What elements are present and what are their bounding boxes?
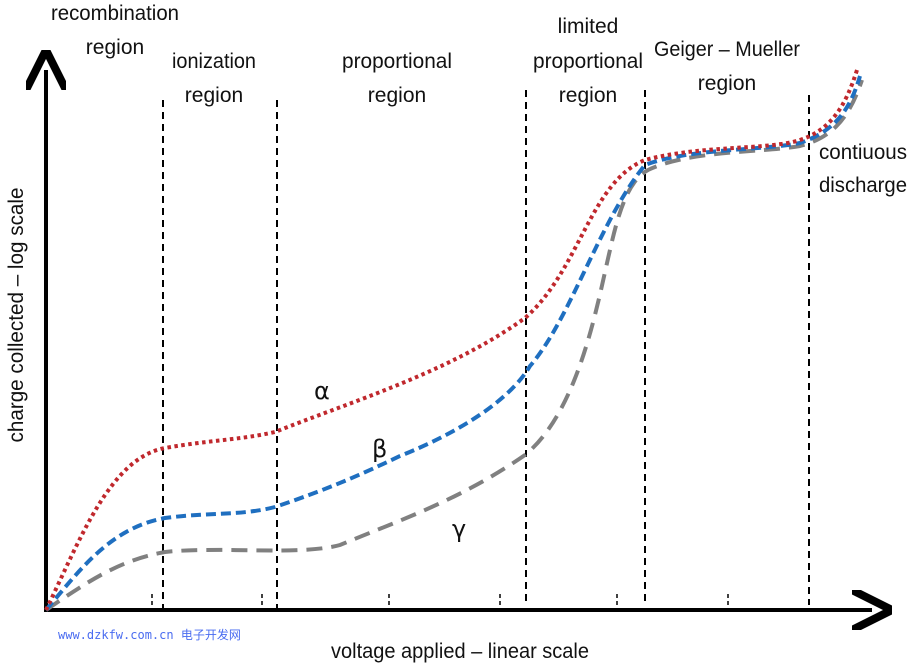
- alpha-label: α: [314, 377, 330, 405]
- svg-text:contiuous: contiuous: [819, 141, 907, 164]
- x-axis-label: voltage applied – linear scale: [331, 640, 589, 663]
- region-label-continuous-discharge: contiuous discharge: [819, 141, 907, 197]
- region-label-proportional: proportional region: [342, 50, 452, 107]
- beta-label: β: [372, 435, 387, 463]
- gamma-label: γ: [452, 515, 466, 543]
- y-axis-label: charge collected – log scale: [5, 188, 28, 443]
- svg-text:region: region: [698, 72, 756, 95]
- region-label-geiger-mueller: Geiger – Mueller region: [654, 38, 800, 95]
- svg-text:region: region: [86, 36, 144, 59]
- beta-curve: [44, 75, 862, 612]
- region-label-ionization: ionization region: [172, 50, 256, 107]
- svg-text:ionization: ionization: [172, 50, 256, 73]
- svg-text:region: region: [559, 84, 617, 107]
- svg-text:region: region: [185, 84, 243, 107]
- svg-text:proportional: proportional: [533, 50, 643, 73]
- svg-text:proportional: proportional: [342, 50, 452, 73]
- watermark: www.dzkfw.com.cn 电子开发网: [58, 627, 241, 642]
- svg-text:recombination: recombination: [51, 2, 179, 25]
- svg-text:limited: limited: [558, 15, 619, 38]
- gamma-curve: [44, 79, 864, 612]
- svg-text:region: region: [368, 84, 426, 107]
- region-label-limited-proportional: limited proportional region: [533, 15, 643, 107]
- region-dividers: [162, 90, 810, 608]
- alpha-curve: [44, 69, 859, 611]
- region-label-recombination: recombination region: [51, 2, 179, 59]
- svg-text:Geiger – Mueller: Geiger – Mueller: [654, 38, 800, 61]
- x-ticks: [151, 594, 729, 608]
- svg-text:discharge: discharge: [819, 174, 907, 197]
